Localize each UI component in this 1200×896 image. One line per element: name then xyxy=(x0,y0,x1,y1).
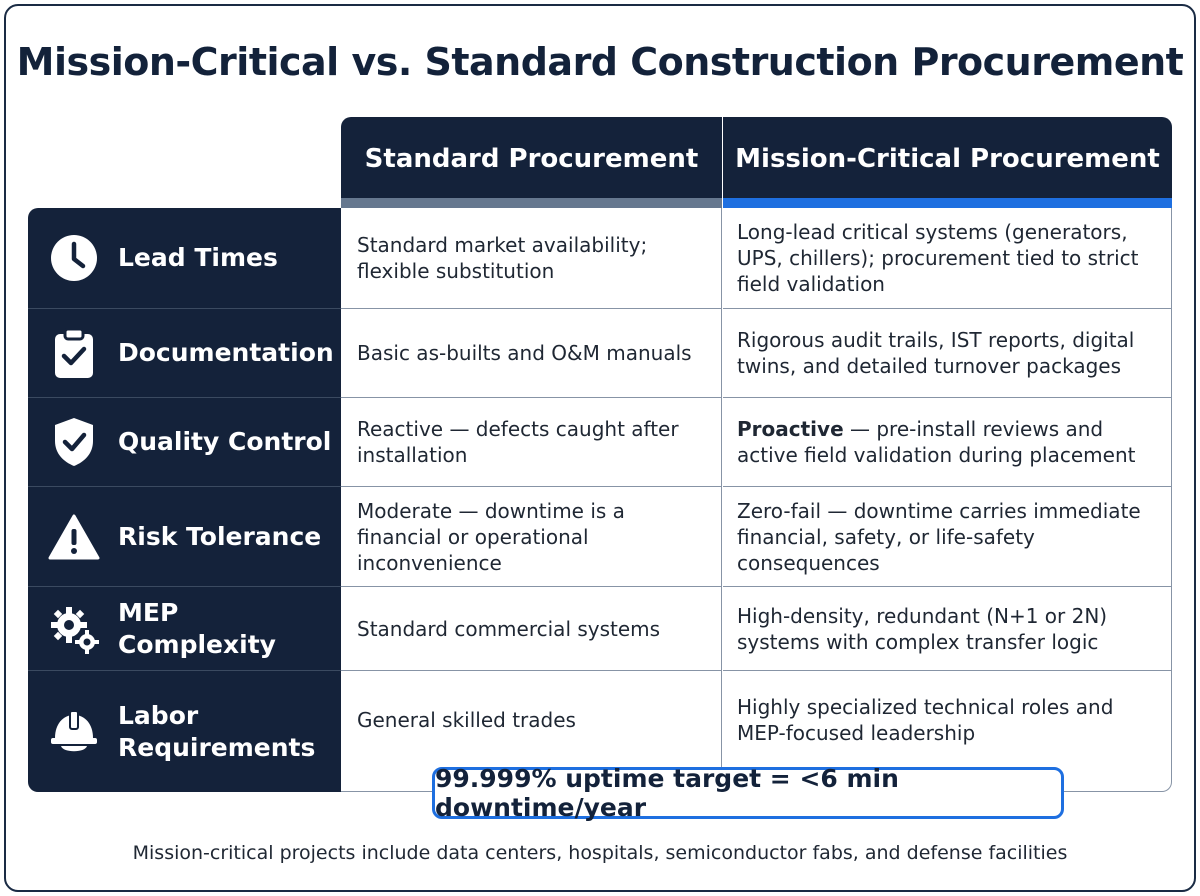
column-header-mission-critical: Mission-Critical Procurement xyxy=(723,117,1172,208)
row-label-risk-tolerance: Risk Tolerance xyxy=(28,487,341,587)
row-label-quality-control: Quality Control xyxy=(28,398,341,487)
hard-hat-icon xyxy=(48,706,100,758)
cell-mission-critical-risk-tolerance: Zero-fail — downtime carries immediate f… xyxy=(723,487,1172,587)
cell-mission-critical-mep-complexity: High-density, redundant (N+1 or 2N) syst… xyxy=(723,587,1172,671)
cell-standard-mep-complexity: Standard commercial systems xyxy=(341,587,722,671)
warning-triangle-icon xyxy=(48,511,100,563)
comparison-table: Standard market availability; flexible s… xyxy=(341,208,1172,792)
uptime-callout: 99.999% uptime target = <6 min downtime/… xyxy=(432,764,1064,822)
cell-standard-quality-control: Reactive — defects caught after installa… xyxy=(341,398,722,487)
column-header-standard: Standard Procurement xyxy=(341,117,722,208)
cell-standard-risk-tolerance: Moderate — downtime is a financial or op… xyxy=(341,487,722,587)
clock-icon xyxy=(48,232,100,284)
cell-text: — pre-install reviews and active field v… xyxy=(737,417,1136,467)
row-label-text: Documentation xyxy=(118,338,334,367)
cell-mission-critical-documentation: Rigorous audit trails, IST reports, digi… xyxy=(723,309,1172,398)
row-label-rail: Lead Times Documentation Quality Control xyxy=(28,208,341,792)
cell-mission-critical-lead-times: Long-lead critical systems (generators, … xyxy=(723,208,1172,309)
row-label-mep-complexity: MEP Complexity xyxy=(28,587,341,671)
row-label-text: Risk Tolerance xyxy=(118,521,322,551)
clipboard-check-icon xyxy=(48,327,100,379)
cell-standard-labor-requirements: General skilled trades xyxy=(341,671,722,769)
column-header-standard-bar xyxy=(341,198,722,208)
column-header-standard-label: Standard Procurement xyxy=(364,143,699,174)
row-label-text: MEP Complexity xyxy=(118,597,276,659)
cell-standard-lead-times: Standard market availability; flexible s… xyxy=(341,208,722,309)
row-label-text: Lead Times xyxy=(118,243,278,272)
row-label-lead-times: Lead Times xyxy=(28,208,341,309)
cell-standard-documentation: Basic as-builts and O&M manuals xyxy=(341,309,722,398)
cell-emphasis: Proactive xyxy=(737,417,844,441)
column-header-mission-critical-bar xyxy=(723,198,1172,208)
footnote: Mission-critical projects include data c… xyxy=(132,842,1068,864)
shield-check-icon xyxy=(48,416,100,468)
row-label-text: Quality Control xyxy=(118,427,332,456)
row-label-text: Labor Requirements xyxy=(118,700,316,762)
row-label-documentation: Documentation xyxy=(28,309,341,398)
row-label-labor-requirements: Labor Requirements xyxy=(28,671,341,792)
cell-mission-critical-labor-requirements: Highly specialized technical roles and M… xyxy=(737,695,1114,745)
column-header-mission-critical-label: Mission-Critical Procurement xyxy=(735,143,1160,174)
gears-icon xyxy=(48,603,100,655)
cell-mission-critical-quality-control: Proactive — pre-install reviews and acti… xyxy=(723,398,1172,487)
page-title: Mission-Critical vs. Standard Constructi… xyxy=(16,40,1184,84)
